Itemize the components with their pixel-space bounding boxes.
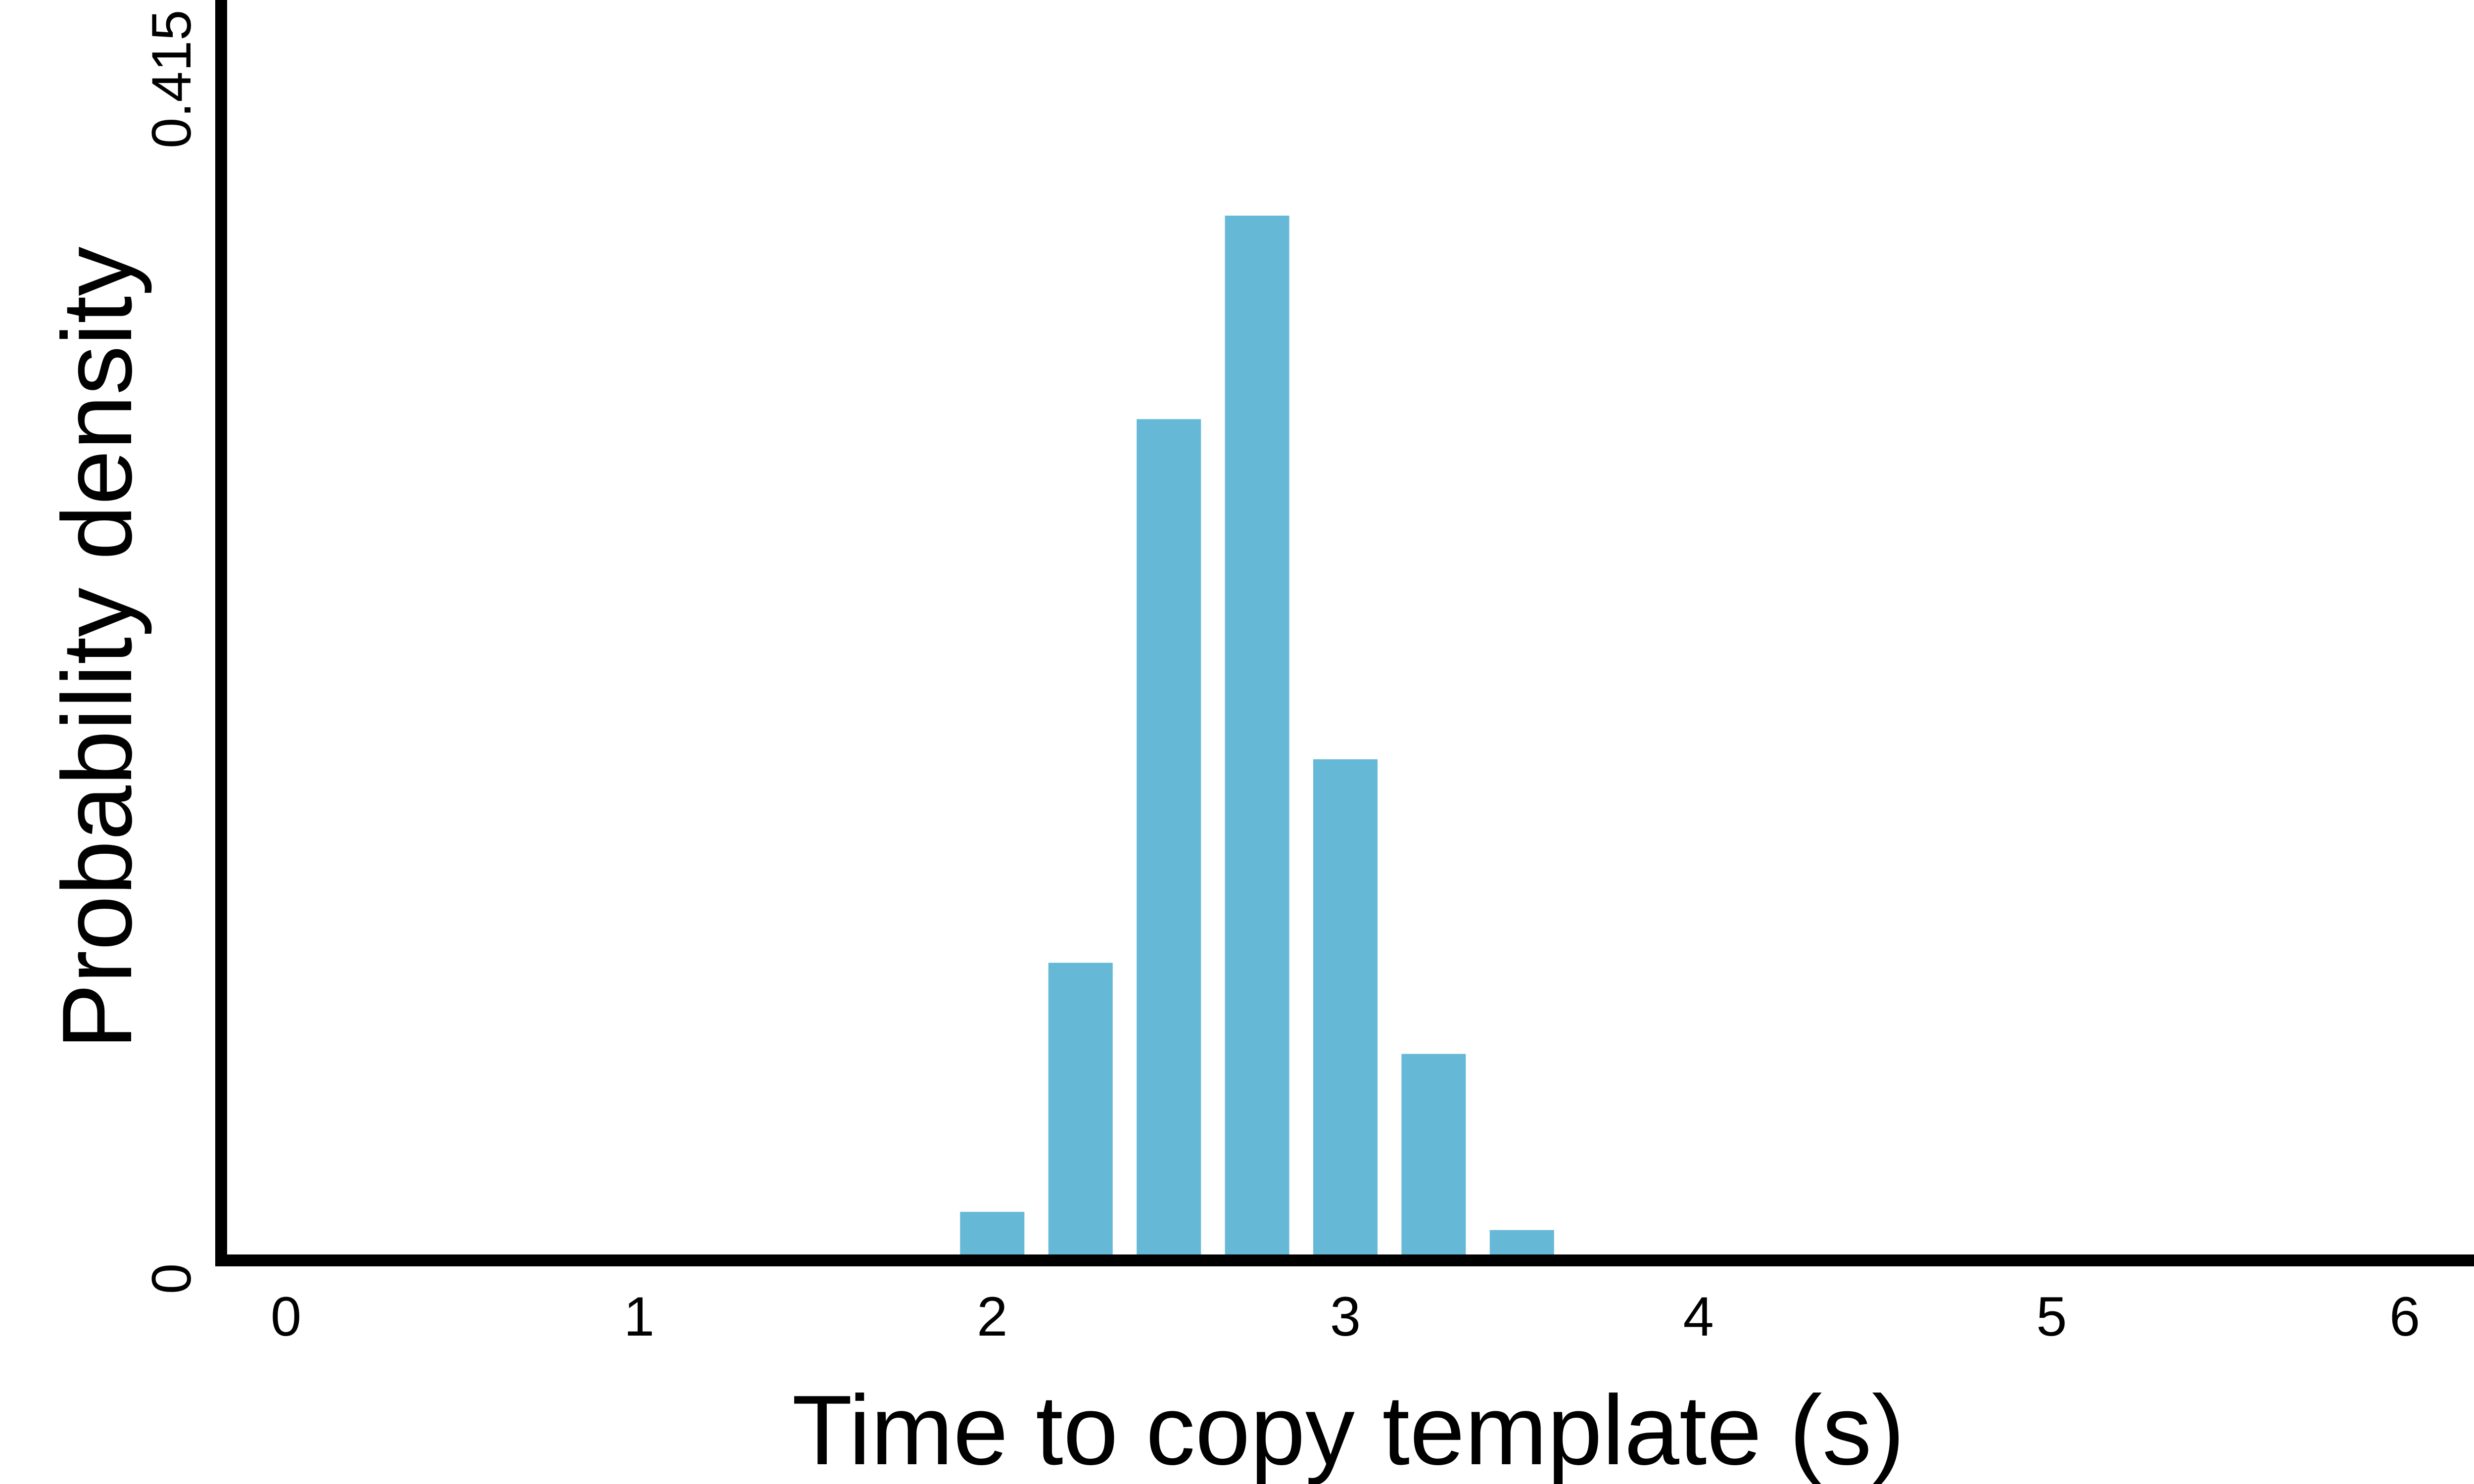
histogram-bar	[1401, 1054, 1466, 1260]
x-tick-label: 2	[977, 1286, 1007, 1347]
y-axis-ticks: 0 0.415	[141, 10, 202, 1294]
x-tick-label: 5	[2036, 1286, 2067, 1347]
x-axis-title: Time to copy template (s)	[792, 1375, 1905, 1484]
histogram-bars	[960, 215, 1819, 1261]
histogram-bar	[1048, 963, 1113, 1260]
y-tick-label: 0.415	[141, 10, 202, 148]
y-axis-title: Probability density	[42, 246, 152, 1049]
x-tick-label: 0	[271, 1286, 301, 1347]
x-axis-ticks: 0 1 2 3 4 5 6	[271, 1286, 2420, 1347]
histogram-bar	[1137, 419, 1201, 1260]
x-tick-label: 6	[2389, 1286, 2420, 1347]
histogram-bar	[1225, 215, 1289, 1261]
histogram-bar	[960, 1211, 1025, 1260]
x-tick-label: 4	[1683, 1286, 1714, 1347]
histogram-bar	[1313, 759, 1378, 1260]
y-tick-label: 0	[141, 1263, 202, 1294]
x-tick-label: 1	[624, 1286, 655, 1347]
x-tick-label: 3	[1330, 1286, 1361, 1347]
